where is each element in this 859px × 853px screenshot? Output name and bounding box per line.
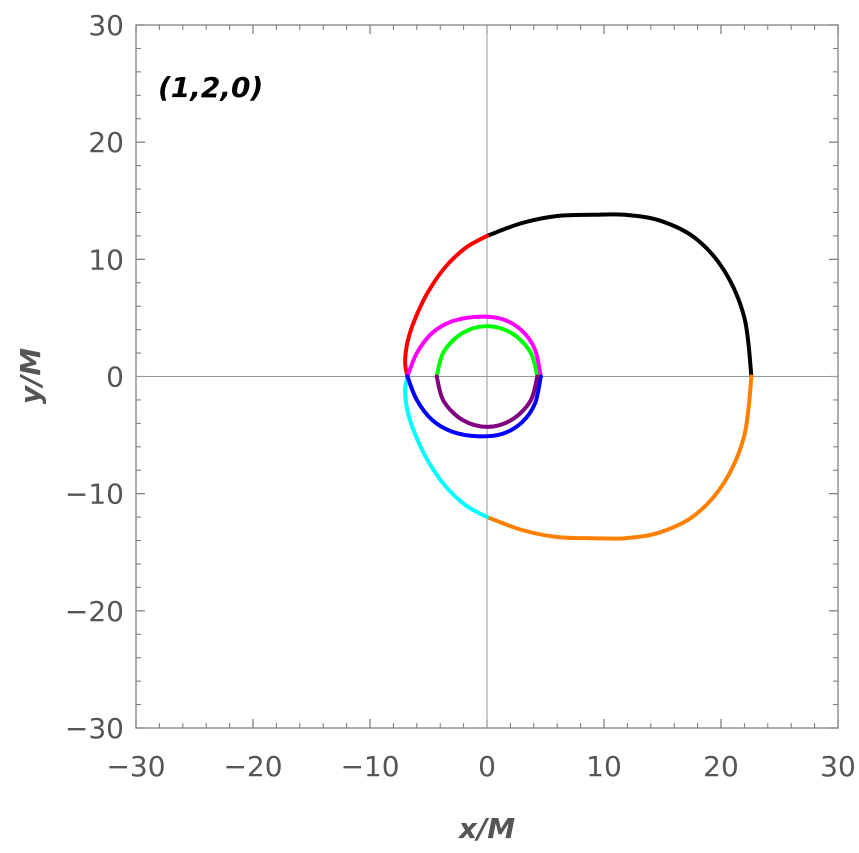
series-line	[485, 374, 754, 541]
minor-ticks	[136, 25, 838, 728]
y-tick-label: 20	[88, 126, 124, 159]
series-line	[485, 212, 754, 379]
series-line	[434, 374, 540, 429]
series-line	[403, 374, 489, 520]
x-tick-label: 30	[820, 750, 856, 783]
y-tick-label: 30	[88, 9, 124, 42]
y-tick-label: −30	[65, 712, 124, 745]
y-tick-label: 10	[88, 243, 124, 276]
y-tick-label: 0	[106, 361, 124, 394]
plot-annotation: (1,2,0)	[158, 71, 263, 104]
series-layer	[403, 212, 754, 541]
series-line	[403, 233, 489, 379]
series-line	[405, 374, 543, 439]
y-tick-labels: −30 −20 −10 0 10 20 30	[65, 9, 124, 745]
series-line	[405, 314, 543, 379]
series-line	[434, 324, 540, 379]
y-tick-label: −10	[65, 478, 124, 511]
x-tick-label: 10	[586, 750, 622, 783]
x-axis-label: x/M	[457, 812, 515, 845]
x-tick-label: 0	[478, 750, 496, 783]
x-tick-label: 20	[703, 750, 739, 783]
y-tick-label: −20	[65, 595, 124, 628]
x-tick-labels: −30 −20 −10 0 10 20 30	[106, 750, 855, 783]
x-tick-label: −30	[106, 750, 165, 783]
x-tick-label: −10	[340, 750, 399, 783]
y-axis-label: y/M	[14, 348, 47, 404]
x-tick-label: −20	[223, 750, 282, 783]
